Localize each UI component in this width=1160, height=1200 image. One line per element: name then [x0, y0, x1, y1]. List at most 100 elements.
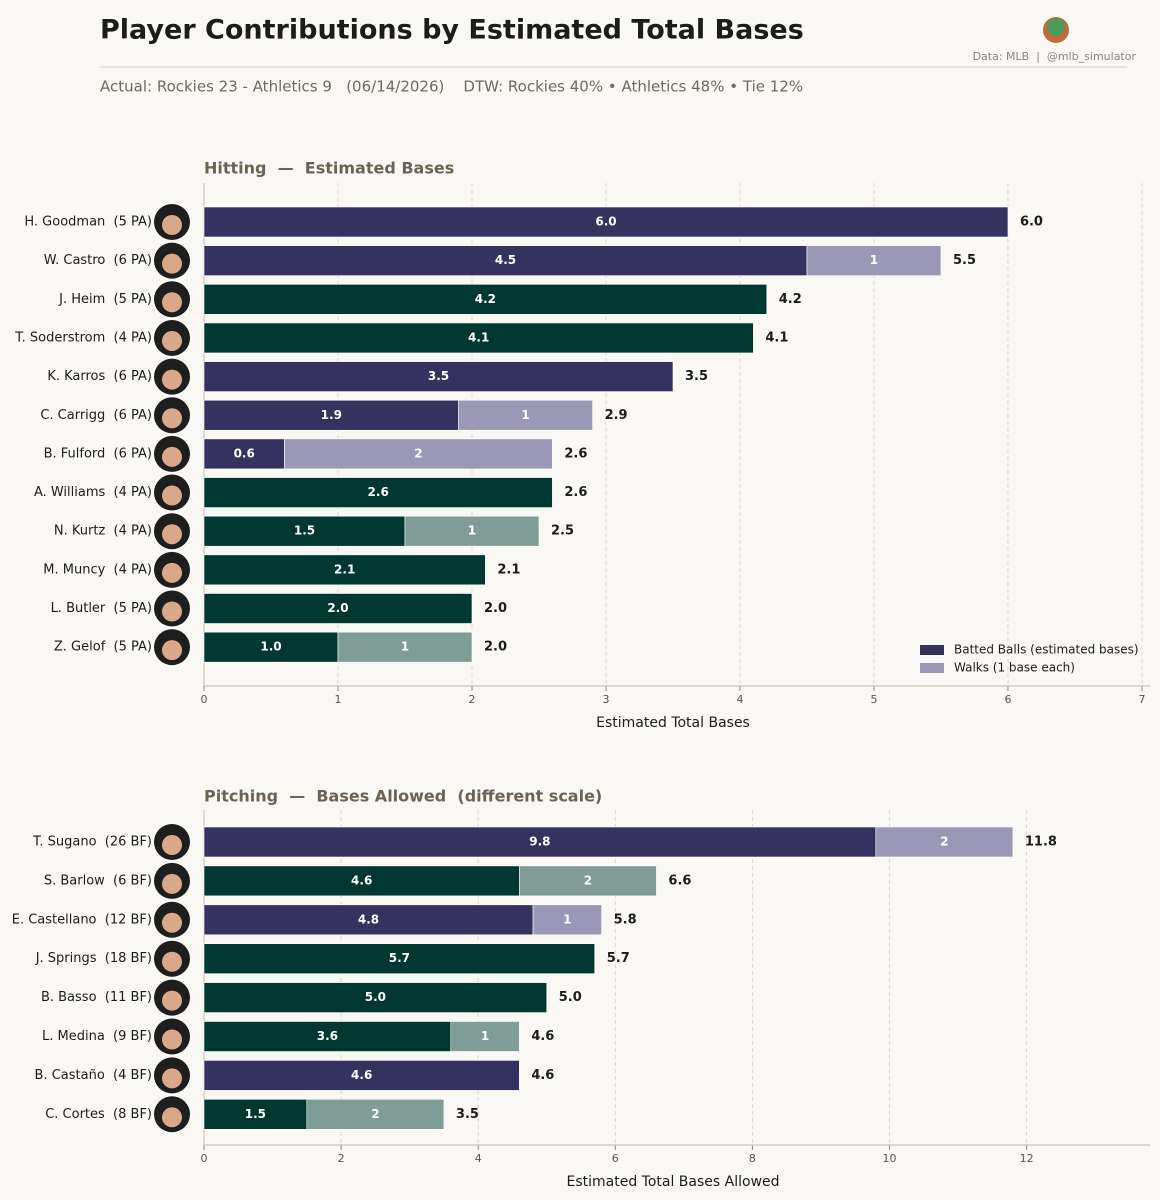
category-label: T. Soderstrom (4 PA)	[14, 330, 152, 345]
bar-segment	[203, 865, 520, 897]
bar-segment	[203, 593, 473, 624]
total-label: 5.8	[614, 912, 637, 927]
headshot-face	[162, 951, 182, 972]
bar-segment	[203, 515, 406, 547]
total-label: 4.6	[531, 1029, 554, 1044]
legend-label: Walks (1 base each)	[954, 661, 1075, 675]
segment-label: 2	[584, 873, 592, 887]
bar-segment	[203, 438, 285, 470]
x-tick-label: 0	[201, 693, 208, 706]
bar-segment	[203, 554, 486, 586]
total-label: 2.0	[484, 601, 507, 616]
bar-segment	[203, 477, 553, 508]
category-label: S. Barlow (6 BF)	[44, 873, 152, 888]
segment-label: 4.2	[475, 292, 496, 306]
bar-segment	[404, 515, 540, 547]
headshot-face	[162, 215, 182, 235]
bar-segment	[203, 631, 339, 663]
category-label: B. Basso (11 BF)	[41, 990, 152, 1005]
segment-label: 5.7	[389, 951, 410, 965]
bar-segment	[203, 322, 754, 354]
x-tick-label: 6	[1004, 693, 1011, 706]
x-tick-label: 0	[201, 1152, 208, 1165]
x-axis-label: Estimated Total Bases Allowed	[566, 1174, 779, 1190]
segment-label: 1	[481, 1029, 489, 1043]
category-label: H. Goodman (5 PA)	[24, 215, 152, 230]
total-label: 2.0	[484, 640, 507, 655]
category-label: W. Castro (6 PA)	[44, 253, 152, 268]
logo-inner	[1047, 18, 1065, 36]
bar-segment	[337, 631, 473, 663]
total-label: 2.6	[564, 446, 587, 461]
headshot-face	[162, 1068, 182, 1089]
x-axis-label: Estimated Total Bases	[596, 715, 750, 731]
x-tick-label: 6	[612, 1152, 619, 1165]
bar-segment	[203, 943, 596, 975]
segment-label: 6.0	[595, 215, 616, 229]
segment-label: 1	[870, 253, 878, 267]
total-label: 3.5	[685, 369, 708, 384]
headshot-face	[162, 485, 182, 506]
segment-label: 2.6	[368, 485, 389, 499]
x-tick-label: 12	[1020, 1152, 1034, 1165]
bar-segment	[284, 438, 553, 470]
headshot-face	[162, 292, 182, 313]
headshot-face	[162, 912, 182, 933]
total-label: 2.5	[551, 524, 574, 539]
bar-segment	[306, 1099, 445, 1130]
bar-segment	[532, 904, 602, 936]
total-label: 5.0	[559, 990, 582, 1005]
segment-label: 1.0	[260, 640, 281, 654]
x-tick-label: 1	[334, 693, 341, 706]
total-label: 6.6	[668, 873, 691, 888]
bar-segment	[806, 245, 942, 276]
category-label: Z. Gelof (5 PA)	[54, 640, 152, 655]
segment-label: 4.5	[495, 253, 516, 267]
category-label: J. Springs (18 BF)	[35, 951, 152, 966]
segment-label: 2	[414, 446, 422, 460]
headshot-face	[162, 369, 182, 390]
segment-label: 1.9	[321, 408, 342, 422]
bar-segment	[203, 1099, 308, 1130]
total-label: 2.6	[564, 485, 587, 500]
headshot-face	[162, 873, 182, 894]
bar-segment	[203, 826, 877, 858]
bar-segment	[450, 1021, 520, 1052]
bar-segment	[203, 1021, 452, 1052]
bar-segment	[203, 361, 674, 392]
bar-segment	[203, 399, 459, 431]
total-label: 3.5	[456, 1107, 479, 1122]
category-label: B. Castaño (4 BF)	[35, 1068, 152, 1083]
bar-segment	[875, 826, 1014, 858]
total-label: 4.2	[779, 292, 802, 307]
bar-segment	[203, 245, 808, 276]
page-title: Player Contributions by Estimated Total …	[100, 15, 804, 46]
x-tick-label: 10	[883, 1152, 897, 1165]
segment-label: 9.8	[529, 835, 550, 849]
headshot-face	[162, 562, 182, 583]
source: Data: MLB | @mlb_simulator	[973, 50, 1137, 63]
category-label: K. Karros (6 PA)	[47, 369, 152, 384]
segment-label: 1	[401, 640, 409, 654]
bar-segment	[203, 1060, 520, 1091]
x-tick-label: 2	[468, 693, 475, 706]
category-label: C. Cortes (8 BF)	[45, 1107, 152, 1122]
x-tick-label: 8	[749, 1152, 756, 1165]
headshot-face	[162, 990, 182, 1011]
total-label: 2.1	[497, 562, 520, 577]
segment-label: 3.6	[317, 1029, 338, 1043]
category-label: L. Medina (9 BF)	[42, 1029, 152, 1044]
total-label: 5.7	[607, 951, 630, 966]
category-label: N. Kurtz (4 PA)	[54, 524, 152, 539]
segment-label: 1.5	[245, 1107, 266, 1121]
category-label: A. Williams (4 PA)	[34, 485, 152, 500]
x-tick-label: 4	[736, 693, 743, 706]
total-label: 5.5	[953, 253, 976, 268]
category-label: E. Castellano (12 BF)	[12, 912, 152, 927]
headshot-face	[162, 330, 182, 351]
headshot-face	[162, 1107, 182, 1128]
segment-label: 1	[563, 912, 571, 926]
segment-label: 5.0	[365, 990, 386, 1004]
total-label: 4.1	[765, 330, 788, 345]
